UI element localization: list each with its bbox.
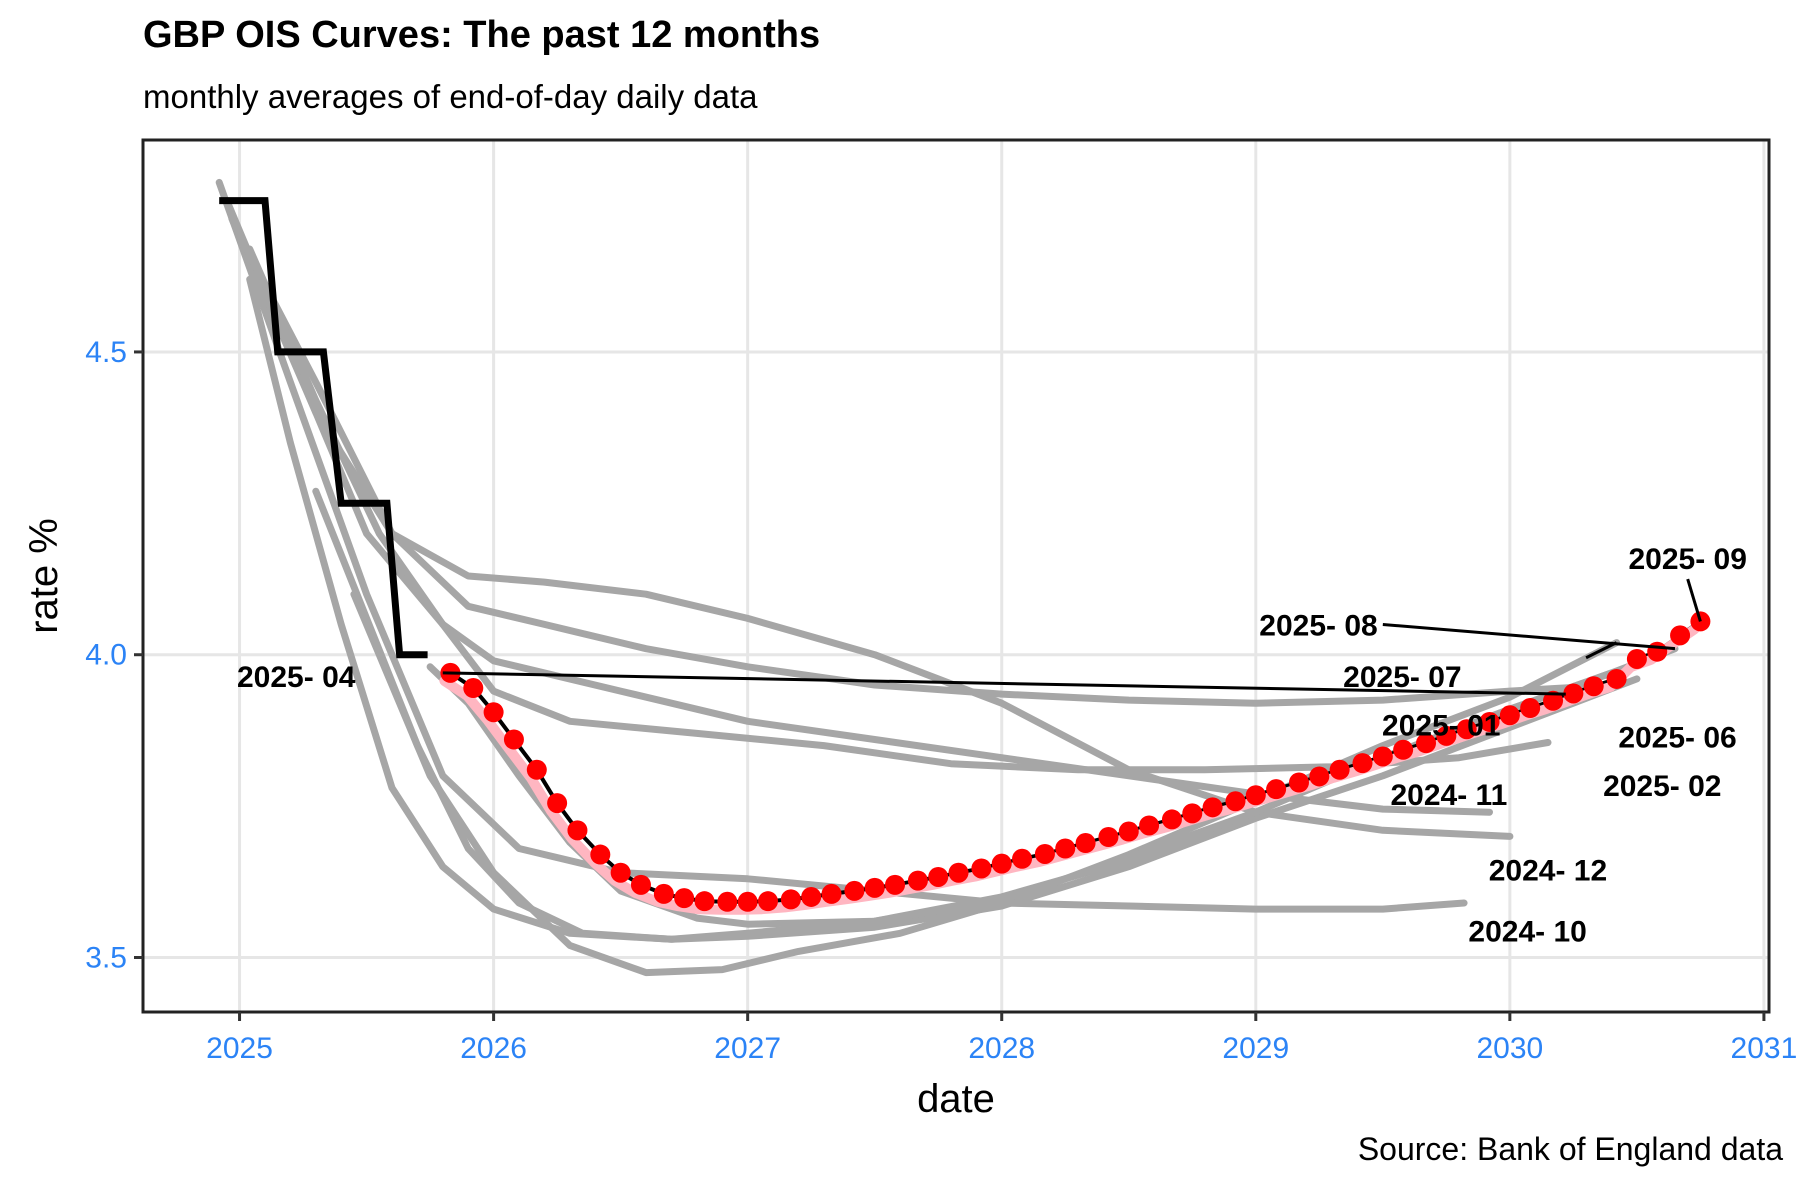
curve-label-2025-07: 2025- 07 [1343, 661, 1461, 694]
latest-point-30 [1075, 833, 1096, 854]
latest-point-22 [907, 870, 928, 891]
label-leader-lines [442, 578, 1702, 696]
latest-point-23 [928, 866, 949, 887]
latest-point-35 [1182, 803, 1203, 824]
latest-point-41 [1309, 766, 1330, 787]
policy-rate-line [219, 197, 428, 659]
latest-point-26 [991, 853, 1012, 874]
latest-point-48 [1456, 719, 1477, 740]
latest-point-14 [737, 891, 758, 912]
latest-point-53 [1563, 683, 1584, 704]
latest-point-57 [1647, 641, 1668, 662]
latest-point-6 [567, 820, 588, 841]
y-axis-title: rate % [22, 518, 66, 634]
latest-point-47 [1436, 725, 1457, 746]
x-axis-title: date [917, 1077, 995, 1121]
latest-point-50 [1499, 705, 1520, 726]
chart-subtitle: monthly averages of end-of-day daily dat… [143, 78, 758, 115]
latest-point-25 [971, 858, 992, 879]
y-tick-label-3.5: 3.5 [85, 942, 127, 975]
latest-point-45 [1393, 739, 1414, 760]
latest-point-39 [1266, 779, 1287, 800]
plot-border [141, 138, 1771, 1014]
curve-label-2024-12: 2024- 12 [1489, 855, 1607, 888]
leader-2025-07 [1585, 641, 1618, 660]
x-tick-label-2028: 2028 [968, 1032, 1035, 1065]
latest-point-54 [1583, 676, 1604, 697]
latest-point-27 [1012, 848, 1033, 869]
latest-point-40 [1288, 772, 1309, 793]
latest-point-18 [821, 883, 842, 904]
x-tick-label-2027: 2027 [714, 1032, 781, 1065]
latest-point-38 [1245, 785, 1266, 806]
chart-caption: Source: Bank of England data [1357, 1131, 1783, 1167]
latest-point-7 [590, 844, 611, 865]
curve-label-2025-01: 2025- 01 [1382, 709, 1500, 742]
latest-point-37 [1225, 791, 1246, 812]
latest-point-55 [1606, 668, 1627, 689]
latest-point-10 [653, 883, 674, 904]
y-tick-label-4: 4.0 [85, 639, 127, 672]
curve-label-2025-09: 2025- 09 [1628, 543, 1746, 576]
latest-point-8 [610, 862, 631, 883]
latest-point-21 [885, 874, 906, 895]
chart-title: GBP OIS Curves: The past 12 months [143, 14, 821, 56]
latest-point-16 [780, 889, 801, 910]
latest-point-49 [1479, 711, 1500, 732]
latest-point-52 [1543, 690, 1564, 711]
latest-point-34 [1161, 809, 1182, 830]
latest-curve [439, 611, 1711, 915]
latest-point-15 [757, 891, 778, 912]
curve-2024-10 [215, 178, 1468, 913]
policy-rate-step [219, 197, 428, 659]
latest-point-12 [694, 891, 715, 912]
latest-point-31 [1098, 826, 1119, 847]
latest-point-42 [1329, 759, 1350, 780]
latest-point-36 [1202, 797, 1223, 818]
x-tick-label-2031: 2031 [1731, 1032, 1798, 1065]
latest-point-58 [1670, 625, 1691, 646]
leader-2025-09 [1686, 578, 1702, 622]
latest-point-28 [1034, 843, 1055, 864]
latest-point-24 [948, 862, 969, 883]
latest-point-5 [547, 793, 568, 814]
curve-labels: 2024- 10 2024- 11 2024- 12 2025- 01 2025- 02… [237, 543, 1747, 948]
latest-point-43 [1352, 753, 1373, 774]
latest-point-19 [844, 880, 865, 901]
curve-label-2025-06: 2025- 06 [1618, 721, 1736, 754]
latest-point-32 [1118, 821, 1139, 842]
latest-point-13 [717, 891, 738, 912]
latest-point-46 [1416, 733, 1437, 754]
latest-point-33 [1139, 815, 1160, 836]
latest-point-2 [483, 702, 504, 723]
curve-label-2024-11: 2024- 11 [1390, 779, 1507, 812]
curve-label-2024-10: 2024- 10 [1468, 915, 1586, 948]
latest-point-11 [674, 888, 695, 909]
curve-label-2025-04: 2025- 04 [237, 661, 356, 694]
latest-point-4 [526, 759, 547, 780]
curve-2025-01 [233, 227, 1621, 707]
x-tick-label-2029: 2029 [1222, 1032, 1289, 1065]
latest-point-29 [1055, 838, 1076, 859]
latest-point-9 [630, 874, 651, 895]
latest-point-44 [1372, 746, 1393, 767]
x-tick-label-2026: 2026 [460, 1032, 527, 1065]
axes: 2025 2026 2027 2028 2029 2030 2031 3.5 4.0 4.5 dat… [22, 336, 1797, 1121]
y-tick-label-4.5: 4.5 [85, 336, 127, 369]
x-tick-label-2030: 2030 [1476, 1032, 1543, 1065]
latest-point-17 [801, 886, 822, 907]
latest-point-56 [1626, 648, 1647, 669]
x-tick-label-2025: 2025 [206, 1032, 273, 1065]
leader-2025-08 [1382, 622, 1676, 651]
leader-2025-04 [442, 671, 1566, 696]
latest-point-20 [864, 877, 885, 898]
curve-label-2025-02: 2025- 02 [1603, 770, 1721, 803]
latest-point-51 [1520, 698, 1541, 719]
curve-label-2025-08: 2025- 08 [1259, 609, 1377, 642]
latest-point-1 [463, 678, 484, 699]
latest-point-3 [503, 729, 524, 750]
